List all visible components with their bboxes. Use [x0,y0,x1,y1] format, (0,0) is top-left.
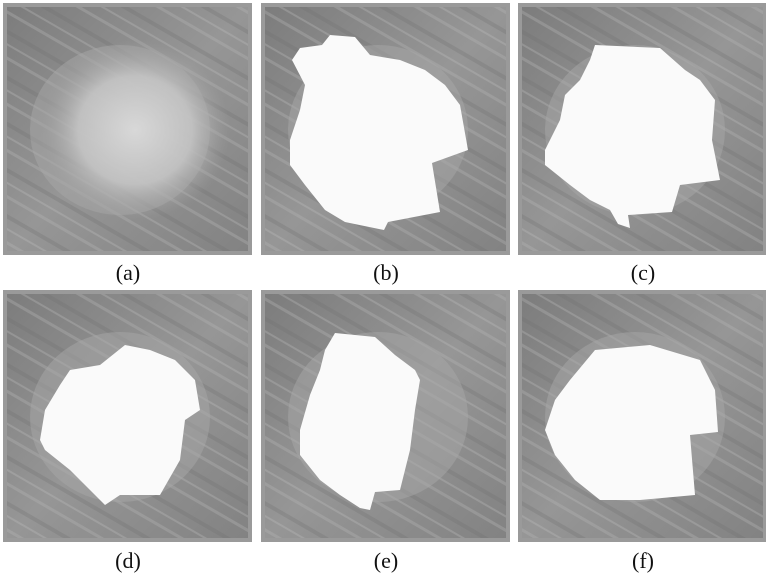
panel-label: (b) [373,260,399,285]
panel-label: (c) [631,260,655,285]
panel-e: (e) [263,292,508,573]
figure: (a) (b) (c) (d) (e) (f) [0,0,766,578]
panel-label: (a) [116,260,140,285]
panel-b: (b) [263,5,508,285]
panel-label: (e) [374,548,398,573]
panel-a: (a) [5,5,250,285]
panel-c: (c) [520,5,765,285]
panel-label: (f) [632,548,654,573]
panel-f: (f) [520,292,765,573]
panel-label: (d) [115,548,141,573]
panel-d: (d) [5,292,250,573]
